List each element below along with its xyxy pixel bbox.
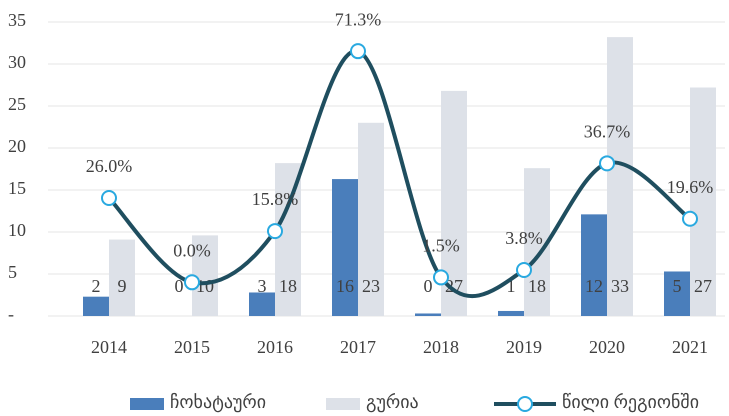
bar	[83, 296, 109, 316]
bar-value-label: 12	[585, 276, 603, 296]
y-tick-label: 15	[8, 178, 26, 198]
line-value-label: 19.6%	[667, 177, 714, 197]
line	[107, 49, 692, 299]
bar-value-label: 0	[175, 276, 184, 296]
bar-value-label: 27	[694, 276, 712, 296]
bar-value-label: 0	[424, 276, 433, 296]
x-tick-label: 2021	[672, 337, 708, 357]
legend-label: ჩოხატაური	[170, 392, 266, 413]
legend-swatch	[326, 398, 360, 410]
y-tick-label: -	[8, 304, 14, 324]
legend-swatch	[130, 398, 164, 410]
bar-value-label: 9	[118, 276, 127, 296]
line-marker	[184, 274, 200, 291]
line-value-label: 71.3%	[335, 9, 382, 29]
legend-label: წილი რეგიონში	[562, 392, 699, 413]
legend-marker	[517, 396, 533, 412]
bar	[358, 122, 384, 316]
legend-label: გურია	[366, 392, 419, 413]
bar-value-label: 1	[507, 276, 516, 296]
line-marker	[267, 223, 283, 240]
line-value-label: 0.0%	[173, 240, 211, 260]
bar	[690, 87, 716, 317]
bar-value-label: 18	[279, 276, 297, 296]
line-marker	[682, 210, 698, 227]
line-marker	[433, 269, 449, 286]
y-tick-label: 25	[8, 94, 26, 114]
bar-value-label: 16	[336, 276, 354, 296]
x-tick-label: 2016	[257, 337, 293, 357]
bar	[498, 310, 524, 316]
bar	[415, 313, 441, 316]
line-value-label: 36.7%	[584, 121, 631, 141]
line-value-label: 15.8%	[252, 189, 299, 209]
bar	[249, 292, 275, 316]
y-tick-label: 5	[8, 262, 17, 282]
bar	[664, 271, 690, 316]
line-marker	[599, 155, 615, 172]
bar	[332, 179, 358, 316]
x-tick-label: 2020	[589, 337, 625, 357]
line-value-label: 26.0%	[86, 156, 133, 176]
bar	[607, 37, 633, 317]
x-tick-label: 2019	[506, 337, 542, 357]
line-value-label: 3.8%	[505, 228, 543, 248]
bar-value-label: 5	[673, 276, 682, 296]
y-tick-label: 10	[8, 220, 26, 240]
x-tick-label: 2017	[340, 337, 376, 357]
x-tick-label: 2014	[91, 337, 127, 357]
y-tick-label: 30	[8, 52, 26, 72]
line-value-label: 1.5%	[422, 236, 460, 256]
line-marker	[101, 190, 117, 207]
y-tick-label: 20	[8, 136, 26, 156]
y-tick-label: 35	[8, 10, 26, 30]
x-tick-label: 2015	[174, 337, 210, 357]
bar-value-label: 2	[92, 276, 101, 296]
bar-value-label: 33	[611, 276, 629, 296]
bar-value-label: 23	[362, 276, 380, 296]
bar-value-label: 18	[528, 276, 546, 296]
bar-value-label: 3	[258, 276, 267, 296]
line-marker	[350, 43, 366, 60]
bar	[109, 239, 135, 316]
line-marker	[516, 261, 532, 278]
bar	[581, 214, 607, 316]
x-tick-label: 2018	[423, 337, 459, 357]
